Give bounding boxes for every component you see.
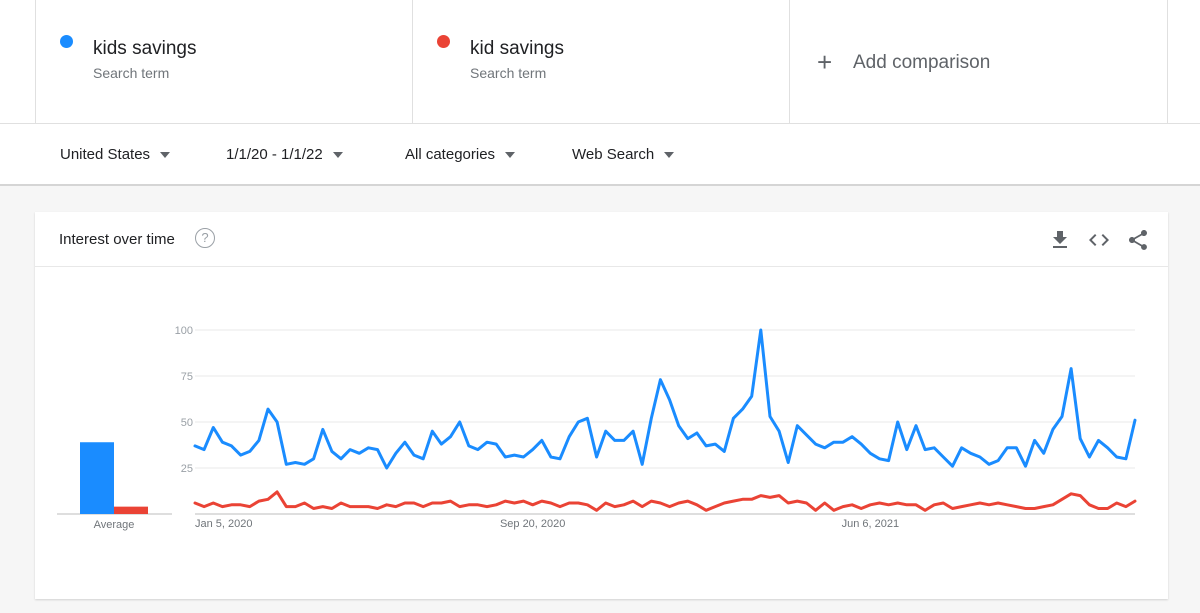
- help-icon[interactable]: ?: [195, 228, 215, 248]
- search-term-card-1[interactable]: kids savings Search term: [35, 0, 412, 124]
- share-icon[interactable]: [1126, 228, 1150, 252]
- series-line-2: [193, 490, 1137, 512]
- search-term-subtitle: Search term: [93, 65, 170, 81]
- y-tick-label: 75: [181, 371, 193, 383]
- search-term-subtitle: Search term: [470, 65, 547, 81]
- category-dropdown-label: All categories: [405, 146, 496, 163]
- average-bar-1: [80, 442, 114, 514]
- y-tick-label: 50: [181, 417, 193, 429]
- filter-bar: United States 1/1/20 - 1/1/22 All catego…: [0, 124, 1200, 186]
- series-color-dot-icon: [437, 35, 450, 48]
- search-type-dropdown-label: Web Search: [572, 146, 655, 163]
- search-type-dropdown[interactable]: Web Search: [572, 146, 675, 163]
- average-label: Average: [94, 519, 135, 531]
- region-dropdown[interactable]: United States: [60, 146, 171, 163]
- embed-icon[interactable]: [1087, 228, 1111, 252]
- date-range-dropdown-label: 1/1/20 - 1/1/22: [226, 146, 323, 163]
- caret-down-icon: [332, 151, 343, 158]
- average-bar-2: [114, 506, 148, 514]
- caret-down-icon: [160, 151, 171, 158]
- y-tick-label: 100: [175, 325, 193, 337]
- y-tick-label: 25: [181, 463, 193, 475]
- x-tick-label: Sep 20, 2020: [500, 518, 565, 530]
- add-comparison-button[interactable]: + Add comparison: [789, 0, 1168, 124]
- series-color-dot-icon: [60, 35, 73, 48]
- caret-down-icon: [505, 151, 516, 158]
- search-terms-bar: kids savings Search term kid savings Sea…: [0, 0, 1200, 124]
- interest-over-time-chart: 100 75 50 25 Jan 5, 2020 Sep 20, 2020 Jun 6, 2…: [57, 325, 1137, 531]
- card-header: Interest over time ?: [35, 212, 1168, 267]
- plus-icon: +: [817, 47, 833, 77]
- download-icon[interactable]: [1048, 228, 1072, 252]
- search-term-name[interactable]: kid savings: [470, 38, 564, 59]
- category-dropdown[interactable]: All categories: [405, 146, 516, 163]
- date-range-dropdown[interactable]: 1/1/20 - 1/1/22: [226, 146, 343, 163]
- interest-over-time-card: Interest over time ? 100 75 50 25 Jan 5, 202…: [35, 212, 1168, 599]
- search-term-card-2[interactable]: kid savings Search term: [412, 0, 789, 124]
- x-tick-label: Jan 5, 2020: [195, 518, 253, 530]
- caret-down-icon: [664, 151, 675, 158]
- x-tick-label: Jun 6, 2021: [842, 518, 900, 530]
- series-line-1: [193, 328, 1137, 470]
- region-dropdown-label: United States: [60, 146, 151, 163]
- add-comparison-label: Add comparison: [853, 52, 991, 73]
- card-title: Interest over time: [59, 231, 175, 248]
- search-term-name[interactable]: kids savings: [93, 38, 197, 59]
